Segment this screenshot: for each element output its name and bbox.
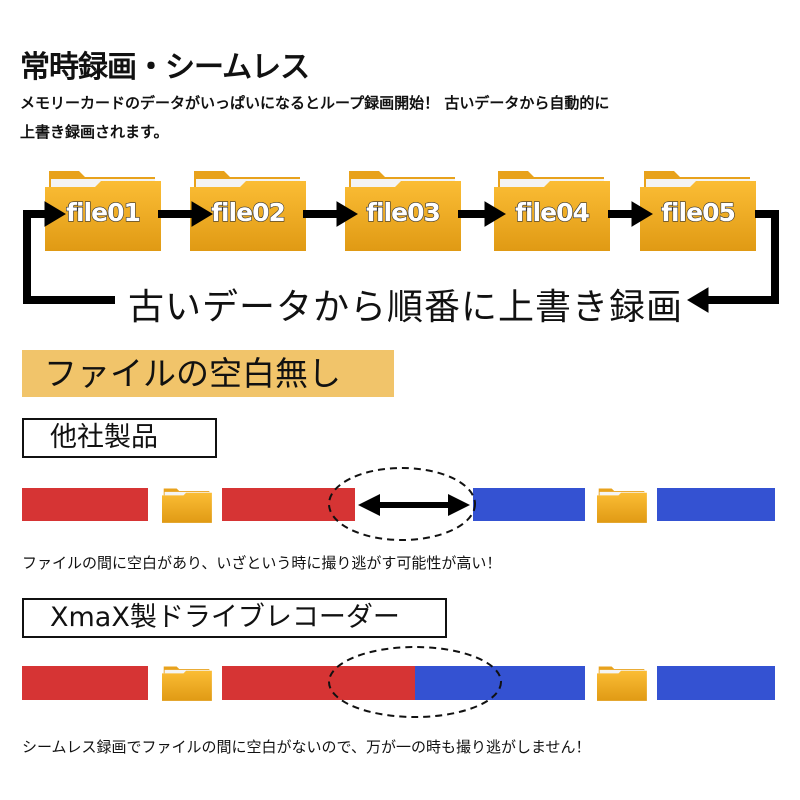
section-heading: ファイルの空白無し: [22, 350, 394, 397]
file-label-1: file01: [66, 197, 142, 227]
lead-text-line2: 上書き録画されます。: [20, 123, 169, 141]
other-product-label: 他社製品: [22, 418, 217, 458]
blue-file-bar: [473, 488, 585, 521]
xmax-product-label: XmaX製ドライブレコーダー: [22, 598, 447, 638]
red-file-bar: [222, 666, 415, 700]
seamless-highlight-ellipse: [328, 646, 502, 718]
folder-icon: [162, 488, 212, 523]
red-file-bar: [22, 666, 148, 700]
red-file-bar: [222, 488, 355, 521]
file-label-3: file03: [366, 197, 442, 227]
other-product-timeline: [22, 467, 775, 541]
loop-arrows: [23, 201, 779, 313]
folder-icon: [597, 488, 647, 523]
file-label-5: file05: [661, 197, 737, 227]
folder-icon: [162, 666, 212, 701]
red-file-bar: [22, 488, 148, 521]
file-label-2: file02: [211, 197, 287, 227]
xmax-timeline: [22, 646, 775, 718]
blue-file-bar: [657, 488, 775, 521]
lead-text-line1: メモリーカードのデータがいっぱいになるとループ録画開始！ 古いデータから自動的に: [20, 94, 610, 112]
gap-double-arrow: [358, 494, 470, 516]
page-title: 常時録画・シームレス: [20, 50, 310, 85]
folder-icon: [597, 666, 647, 701]
gap-highlight-ellipse: [328, 467, 476, 541]
xmax-product-caption: シームレス録画でファイルの間に空白がないので、万が一の時も撮り逃がしません！: [22, 738, 591, 756]
other-product-caption: ファイルの間に空白があり、いざという時に撮り逃がす可能性が高い！: [22, 554, 502, 572]
overwrite-caption: 古いデータから順番に上書き録画: [128, 287, 684, 328]
blue-file-bar: [657, 666, 775, 700]
file-label-4: file04: [515, 197, 591, 227]
